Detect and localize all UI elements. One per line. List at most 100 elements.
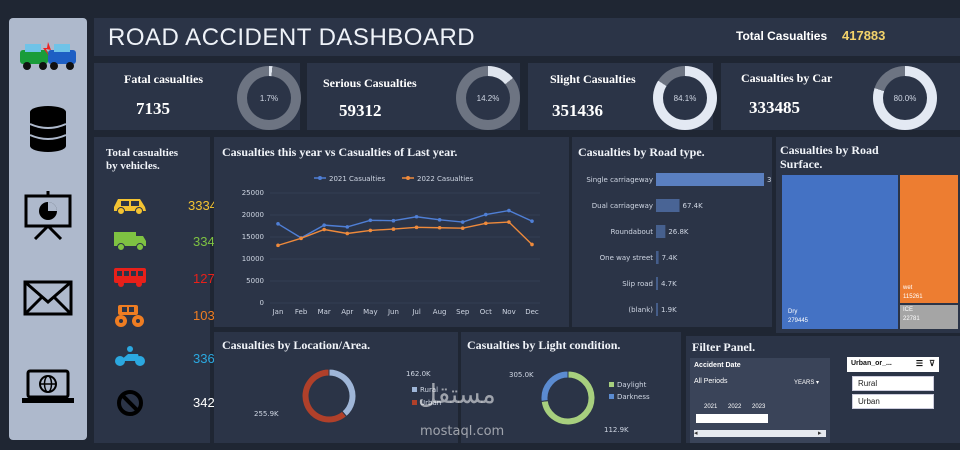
data-point[interactable] — [345, 225, 350, 229]
tractor-icon — [115, 305, 144, 327]
bar[interactable] — [656, 199, 680, 212]
data-point[interactable] — [437, 218, 442, 222]
road-surface-panel: Casualties by Road Surface. Dry 279445 w… — [776, 137, 960, 333]
header-bar: ROAD ACCIDENT DASHBOARD Total Casualties… — [94, 18, 960, 56]
data-point[interactable] — [322, 227, 326, 232]
data-point[interactable] — [507, 220, 511, 224]
data-point[interactable] — [530, 219, 534, 223]
x-tick-label: Sep — [456, 308, 470, 316]
data-point[interactable] — [414, 225, 419, 230]
date-timeline-slicer[interactable]: Accident Date All Periods YEARS ▾ 2021 2… — [690, 358, 830, 443]
year-label: 2021 — [704, 404, 718, 410]
legend-label: Daylight — [617, 381, 647, 389]
data-point[interactable] — [276, 243, 280, 248]
data-point[interactable] — [391, 218, 396, 223]
bar-category-label: Roundabout — [611, 228, 654, 236]
bar[interactable] — [656, 277, 658, 290]
year-label: 2023 — [752, 404, 766, 410]
bar[interactable] — [656, 225, 666, 238]
mail-icon[interactable] — [9, 280, 87, 316]
donut-slice[interactable] — [328, 368, 357, 418]
data-point[interactable] — [299, 236, 303, 241]
slicer-option-urban[interactable]: Urban — [852, 394, 934, 409]
road-type-panel: Casualties by Road type. Single carriage… — [572, 137, 772, 327]
legend-label: Urban — [420, 399, 441, 407]
road-surface-title-line1: Casualties by Road — [780, 143, 879, 157]
y-tick-label: 25000 — [242, 189, 264, 197]
bar[interactable] — [656, 303, 658, 316]
watermark-arabic: مستقل — [418, 380, 496, 410]
kpi-label: Slight Casualties — [550, 72, 636, 86]
data-point[interactable] — [484, 212, 488, 217]
vehicle-row-bike: 3367 — [112, 346, 222, 372]
data-point[interactable] — [530, 242, 534, 247]
data-point[interactable] — [391, 227, 396, 231]
bar-category-label: Slip road — [622, 280, 653, 288]
series-line — [277, 221, 533, 247]
data-point[interactable] — [437, 225, 442, 230]
unit-dropdown[interactable]: YEARS ▾ — [794, 380, 820, 386]
kpi-label: Serious Casualties — [323, 76, 417, 90]
treemap-tile-dry[interactable]: Dry 279445 — [782, 175, 898, 329]
data-point[interactable] — [460, 220, 465, 224]
vehicles-title-line1: Total casualties — [106, 147, 179, 159]
timeline-bar[interactable] — [696, 414, 768, 423]
bar-value-label: 4.7K — [661, 280, 677, 288]
x-tick-label: May — [363, 308, 377, 316]
treemap-tile-name: wet — [903, 285, 913, 291]
scroll-left-icon[interactable]: ◂ — [694, 430, 698, 437]
x-tick-label: Jun — [387, 308, 399, 316]
laptop-globe-icon[interactable] — [9, 368, 87, 406]
bar-value-label: 26.8K — [668, 228, 689, 236]
database-icon[interactable] — [9, 104, 87, 152]
x-tick-label: Nov — [502, 308, 516, 316]
data-point[interactable] — [368, 228, 373, 233]
kpi-donut: 80.0% — [873, 66, 937, 130]
timeline-scrollbar[interactable] — [694, 430, 826, 437]
legend-swatch — [412, 400, 417, 405]
bar-value-label: 7.4K — [662, 254, 678, 262]
page-title: ROAD ACCIDENT DASHBOARD — [108, 24, 476, 51]
slicer-option-rural[interactable]: Rural — [852, 376, 934, 391]
data-point[interactable] — [507, 208, 511, 213]
data-point[interactable] — [276, 222, 280, 226]
donut-slice[interactable] — [540, 370, 569, 402]
treemap-tile-value: 22781 — [903, 316, 920, 322]
kpi-value: 59312 — [339, 101, 382, 120]
legend-swatch — [609, 394, 614, 399]
donut-slice[interactable] — [301, 368, 348, 424]
car-icon — [114, 199, 146, 215]
data-point[interactable] — [460, 226, 465, 230]
legend-label: Darkness — [617, 393, 650, 401]
bike-icon — [115, 346, 145, 366]
data-point[interactable] — [345, 231, 350, 236]
bar-category-label: Dual carriageway — [592, 202, 653, 210]
donut-value-label: 112.9K — [604, 426, 629, 434]
kpi-card-slight: Slight Casualties 351436 84.1% — [528, 63, 717, 130]
kpi-donut: 14.2% — [456, 66, 520, 130]
data-point[interactable] — [414, 214, 419, 219]
total-casualties-label: Total Casualties — [736, 29, 828, 43]
treemap-tile-value: 279445 — [788, 318, 809, 324]
clear-filter-icon[interactable]: ⊽ — [929, 359, 935, 368]
treemap-tile-ice[interactable]: ICE 22781 — [900, 305, 958, 329]
bar[interactable] — [656, 251, 659, 264]
data-point[interactable] — [368, 218, 373, 223]
treemap-tile-wet[interactable]: wet 115261 — [900, 175, 958, 303]
donut-value-label: 162.0K — [406, 370, 431, 378]
data-point[interactable] — [484, 221, 488, 226]
watermark-latin: mostaql.com — [420, 424, 505, 439]
line-chart: 0 5000 10000 15000 20000 25000 Jan Feb Mar Apr May… — [242, 175, 540, 316]
y-tick-label: 10000 — [242, 255, 264, 263]
data-point[interactable] — [322, 223, 326, 227]
x-tick-label: Jan — [272, 308, 284, 316]
road-type-title: Casualties by Road type. — [578, 145, 705, 159]
vehicles-panel: Total casualties by vehicles. 33348 3347… — [94, 137, 224, 443]
bar[interactable] — [656, 173, 764, 186]
unit-label: YEARS — [794, 380, 815, 386]
scroll-right-icon[interactable]: ▸ — [818, 430, 822, 437]
kpi-donut: 1.7% — [237, 66, 301, 130]
presentation-chart-icon[interactable] — [9, 190, 87, 240]
vehicle-row-car: 33348 — [112, 193, 224, 219]
multi-select-icon[interactable]: ☰ — [915, 359, 923, 368]
